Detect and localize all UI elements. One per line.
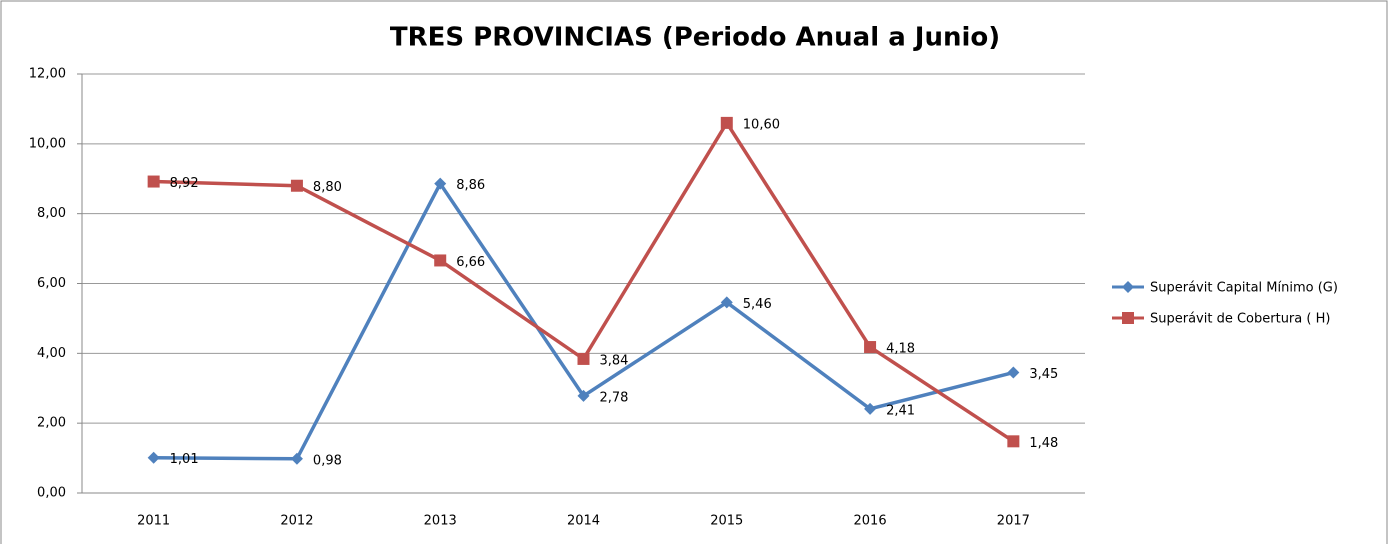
point-marker [147,451,160,464]
point-marker [577,352,590,365]
data-label: 2,41 [886,403,915,418]
point-marker [864,402,877,415]
point-marker [864,341,877,354]
point-marker [1007,435,1020,448]
x-tick-label: 2015 [710,514,743,529]
y-tick-label: 6,00 [37,276,66,291]
point-marker [720,116,733,129]
data-label: 8,92 [170,176,199,191]
data-label: 10,60 [743,117,780,132]
data-label: 0,98 [313,453,342,468]
data-label: 4,18 [886,342,915,357]
legend-marker [1122,281,1134,293]
point-marker [434,254,447,267]
data-label: 1,48 [1029,436,1058,451]
legend-marker [1122,312,1134,324]
data-label: 3,84 [600,353,629,368]
data-label: 6,66 [456,255,485,270]
data-label: 1,01 [170,452,199,467]
data-label: 8,86 [456,178,485,193]
point-marker [1007,366,1020,379]
point-marker [290,179,303,192]
legend-label: Superávit de Cobertura ( H) [1150,312,1330,327]
data-label: 8,80 [313,180,342,195]
data-label: 3,45 [1029,367,1058,382]
x-tick-label: 2017 [997,514,1030,529]
point-marker [434,177,447,190]
y-tick-label: 10,00 [29,136,66,151]
point-marker [577,389,590,402]
y-tick-label: 4,00 [37,346,66,361]
point-marker [720,296,733,309]
legend-label: Superávit Capital Mínimo (G) [1150,281,1338,296]
y-tick-label: 8,00 [37,206,66,221]
x-tick-label: 2013 [424,514,457,529]
y-tick-label: 2,00 [37,416,66,431]
x-tick-label: 2012 [280,514,313,529]
point-marker [290,452,303,465]
x-tick-label: 2011 [137,514,170,529]
x-tick-label: 2014 [567,514,600,529]
point-marker [147,175,160,188]
data-label: 2,78 [600,390,629,405]
data-label: 5,46 [743,297,772,312]
x-tick-label: 2016 [854,514,887,529]
y-tick-label: 0,00 [37,486,66,501]
y-tick-label: 12,00 [29,67,66,82]
chart-title: TRES PROVINCIAS (Periodo Anual a Junio) [390,23,1000,53]
